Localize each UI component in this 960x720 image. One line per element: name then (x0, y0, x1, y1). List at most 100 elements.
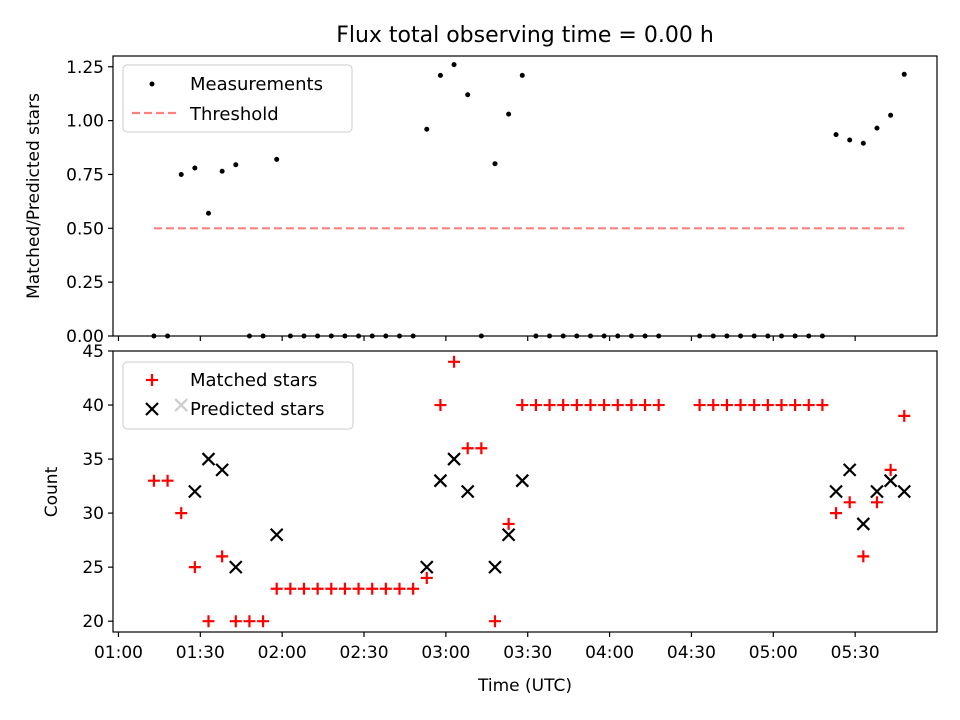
matched-star-point (243, 615, 256, 628)
matched-star-point (352, 582, 365, 595)
predicted-star-point (188, 484, 202, 499)
chart-title: Flux total observing time = 0.00 h (336, 23, 714, 48)
x-tick-label: 02:00 (258, 643, 307, 663)
matched-star-point (802, 399, 815, 412)
legend-matched-marker (146, 374, 158, 386)
matched-star-point (870, 496, 883, 509)
matched-star-point (693, 399, 706, 412)
measurement-point (492, 161, 498, 167)
matched-star-point (311, 582, 324, 595)
matched-star-point (407, 582, 420, 595)
legend-measurements-label: Measurements (190, 74, 323, 95)
measurement-point (451, 62, 457, 68)
predicted-star-point (501, 527, 516, 542)
bottom-y-tick-label: 35 (82, 450, 104, 470)
bottom-x-ticks: 01:00 01:30 02:00 02:30 03:00 03:30 04:00 04:30… (94, 632, 880, 663)
matched-star-point (557, 399, 570, 412)
x-tick-label: 01:30 (176, 643, 225, 663)
matched-star-point (748, 399, 761, 412)
predicted-star-point (419, 560, 434, 574)
predicted-star-point (433, 473, 448, 488)
x-tick-label: 01:00 (94, 643, 143, 663)
matched-star-point (734, 399, 747, 412)
top-y-tick-label: 0.00 (66, 327, 104, 347)
bottom-legend: Matched stars Predicted stars (122, 361, 354, 430)
measurement-point (519, 72, 525, 78)
predicted-star-point (460, 484, 475, 499)
matched-star-point (188, 561, 201, 574)
matched-star-point (857, 550, 870, 563)
predicted-star-point (829, 484, 843, 499)
matched-star-point (611, 399, 624, 412)
matched-star-point (652, 399, 665, 412)
x-tick-label: 04:00 (585, 643, 634, 663)
bottom-panel: 20 25 30 35 40 45 01:00 01:30 02:00 02:30 03:00 03… (42, 342, 938, 696)
measurement-point (874, 125, 880, 131)
x-tick-label: 05:00 (749, 643, 798, 663)
legend-predicted-label: Predicted stars (190, 399, 324, 420)
matched-star-point (707, 399, 720, 412)
matched-star-point (570, 399, 583, 412)
predicted-star-point (488, 560, 502, 574)
bottom-y-tick-label: 30 (82, 504, 104, 524)
matched-star-point (598, 399, 611, 412)
bottom-y-tick-label: 45 (82, 342, 104, 362)
bottom-y-ticks: 20 25 30 35 40 45 (82, 342, 113, 632)
top-legend: Measurements Threshold (122, 64, 353, 133)
matched-star-point (284, 582, 297, 595)
matched-star-point (529, 399, 542, 412)
top-y-ticks: 0.00 0.25 0.50 0.75 1.00 1.25 (66, 58, 113, 347)
predicted-star-point (201, 452, 216, 466)
top-y-tick-label: 0.25 (66, 273, 104, 293)
top-y-tick-label: 0.50 (66, 219, 104, 239)
matched-star-point (584, 399, 597, 412)
predicted-star-point (883, 473, 898, 488)
matched-star-point (147, 474, 160, 487)
measurement-point (437, 72, 443, 78)
predicted-star-point (870, 484, 884, 499)
predicted-star-point (856, 517, 871, 531)
matched-star-point (325, 582, 338, 595)
legend-predicted-marker (145, 402, 159, 416)
matched-star-point (420, 571, 433, 584)
measurement-point (233, 162, 239, 168)
bottom-plot-frame (112, 350, 938, 633)
matched-star-point (216, 550, 229, 563)
x-axis-label: Time (UTC) (477, 676, 572, 696)
matched-star-point (775, 399, 788, 412)
matched-star-point (488, 615, 501, 628)
measurement-point (465, 92, 471, 98)
bottom-legend-box (122, 361, 354, 430)
measurement-point (219, 168, 225, 174)
measurement-point (192, 165, 198, 171)
top-legend-box (122, 64, 353, 133)
matched-star-point (461, 442, 474, 455)
x-tick-label: 03:30 (503, 643, 552, 663)
matched-star-point (502, 517, 515, 530)
measurement-point (860, 140, 866, 146)
top-y-axis-label: Matched/Predicted stars (24, 93, 44, 299)
matched-star-point (379, 582, 392, 595)
matched-star-point (816, 399, 829, 412)
matched-star-point (761, 399, 774, 412)
bottom-marks (147, 355, 912, 628)
x-tick-label: 04:30 (667, 643, 716, 663)
matched-star-point (475, 442, 488, 455)
matched-star-point (175, 507, 188, 520)
top-y-tick-label: 1.00 (66, 112, 104, 132)
predicted-star-point (215, 463, 229, 477)
measurement-point (205, 210, 211, 216)
matched-star-point (229, 615, 242, 628)
predicted-star-point (269, 527, 284, 542)
matched-star-point (202, 615, 215, 628)
matched-star-point (516, 399, 529, 412)
top-panel: 0.00 0.25 0.50 0.75 1.00 1.25 Matched/Predict… (24, 55, 938, 347)
matched-star-point (366, 582, 379, 595)
matched-star-point (270, 582, 283, 595)
matched-star-point (830, 507, 843, 520)
matched-star-point (720, 399, 733, 412)
measurement-point (901, 71, 907, 77)
x-tick-label: 05:30 (831, 643, 880, 663)
legend-threshold-label: Threshold (189, 104, 279, 125)
